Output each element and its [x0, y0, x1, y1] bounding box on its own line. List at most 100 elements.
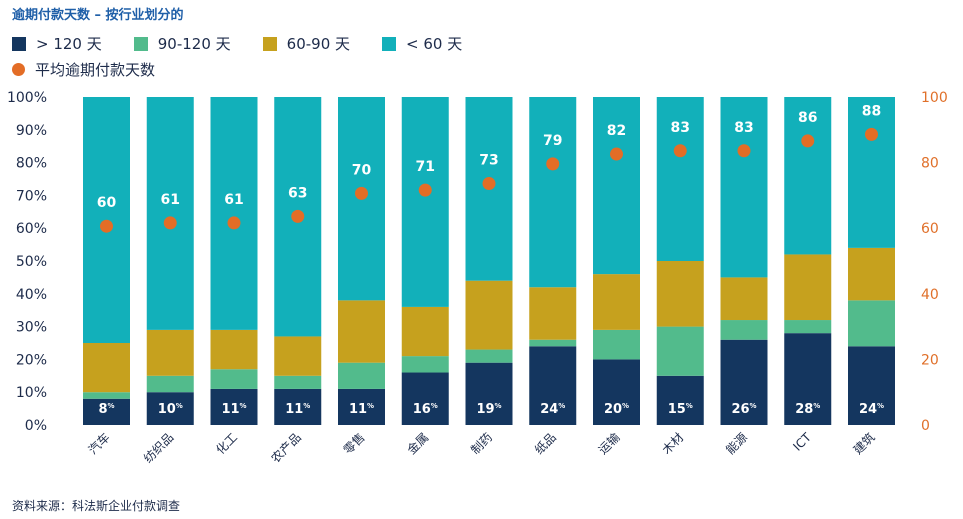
bar-segment-90-120 [593, 329, 640, 360]
bar-segment-60-90 [848, 247, 895, 301]
legend-label-avg: 平均逾期付款天数 [35, 61, 156, 79]
bar-segment-gt120 [848, 346, 895, 425]
legend-label-lt60: < 60 天 [406, 35, 463, 53]
y-right-tick-label: 0 [921, 418, 930, 434]
category-label: 化工 [213, 430, 240, 457]
category-label: ICT [790, 430, 814, 454]
avg-days-label: 63 [288, 185, 307, 201]
category-label: 汽车 [85, 430, 113, 458]
legend-label-90-120: 90-120 天 [157, 35, 231, 53]
avg-days-label: 71 [416, 159, 435, 175]
bar-value-label: 19% [476, 402, 501, 417]
bar-segment-60-90 [593, 274, 640, 330]
bar-segment-lt60 [210, 97, 258, 330]
category-label: 制药 [468, 430, 495, 457]
bar-segment-lt60 [720, 97, 768, 278]
legend-swatch-60-90 [262, 36, 277, 51]
bar-segment-lt60 [593, 97, 640, 275]
bar-segment-60-90 [401, 306, 449, 357]
bar-value-label: 24% [540, 402, 565, 417]
avg-days-label: 83 [671, 120, 690, 136]
y-left-tick-label: 60% [16, 221, 47, 237]
bar-segment-90-120 [720, 320, 768, 340]
bar-value-label: 11% [349, 402, 374, 417]
bar-segment-gt120 [656, 375, 704, 425]
category-label: 农产品 [269, 430, 304, 465]
avg-days-dot [673, 144, 687, 158]
y-left-tick-label: 40% [16, 287, 47, 303]
bar-segment-gt120 [529, 346, 577, 425]
bar-segment-gt120 [465, 362, 513, 425]
bar-value-label: 20% [604, 402, 629, 417]
legend-dot-avg [12, 63, 25, 76]
category-label: 能源 [723, 430, 750, 457]
bar-value-label: 15% [668, 402, 693, 417]
bar-segment-90-120 [529, 339, 577, 347]
avg-days-dot [163, 216, 177, 230]
bar-segment-60-90 [146, 329, 194, 376]
y-left-tick-label: 90% [16, 123, 47, 139]
bar-segment-gt120 [401, 372, 449, 425]
avg-days-dot [291, 209, 305, 223]
bar-value-label: 26% [731, 402, 756, 417]
bar-segment-90-120 [274, 375, 322, 389]
bar-segment-60-90 [210, 329, 258, 370]
legend-item-gt120: > 120 天 [12, 33, 102, 54]
bar-segment-60-90 [720, 277, 768, 321]
bar-segment-60-90 [274, 336, 322, 376]
bar-segment-90-120 [465, 349, 513, 363]
avg-days-dot [801, 134, 815, 148]
y-right-tick-label: 100 [921, 90, 948, 106]
y-right-tick-label: 20 [921, 352, 939, 368]
category-label: 木材 [659, 430, 686, 457]
bar-value-label: 28% [795, 402, 820, 417]
bar-segment-gt120 [146, 392, 194, 425]
legend-swatch-gt120 [12, 36, 26, 51]
bar-segment-60-90 [338, 300, 385, 363]
legend-item-60-90: 60-90 天 [262, 33, 350, 54]
avg-days-label: 70 [352, 162, 372, 178]
legend-label-gt120: > 120 天 [36, 35, 102, 53]
avg-days-dot [482, 177, 496, 191]
bar-segment-lt60 [656, 97, 704, 261]
avg-days-label: 83 [734, 120, 753, 136]
bar-segment-lt60 [529, 97, 577, 288]
bar-segment-90-120 [848, 300, 895, 347]
bar-segment-lt60 [146, 97, 194, 330]
avg-days-label: 79 [543, 133, 562, 149]
bar-value-label: 10% [158, 402, 183, 417]
bar-value-label: 16% [413, 402, 438, 417]
y-right-tick-label: 40 [921, 287, 939, 303]
bar-segment-lt60 [401, 97, 449, 307]
avg-days-label: 88 [862, 103, 881, 119]
y-right-tick-label: 80 [921, 156, 939, 172]
y-left-tick-label: 70% [16, 188, 47, 204]
avg-days-label: 60 [97, 195, 117, 211]
avg-days-dot [227, 216, 241, 230]
avg-days-dot [610, 147, 623, 161]
avg-days-dot [737, 144, 751, 158]
category-label: 纺织品 [141, 430, 176, 465]
avg-days-label: 86 [798, 110, 817, 126]
chart-title: 逾期付款天数 – 按行业划分的 [12, 8, 184, 23]
bar-segment-gt120 [784, 333, 832, 425]
avg-days-dot [546, 157, 560, 171]
bar-segment-90-120 [784, 320, 832, 334]
legend-avg: 平均逾期付款天数 [12, 59, 187, 80]
y-left-tick-label: 100% [7, 90, 47, 106]
bar-segment-lt60 [848, 97, 895, 248]
bar-segment-lt60 [784, 97, 832, 255]
bar-segment-90-120 [338, 362, 385, 389]
bar-segment-90-120 [210, 369, 258, 389]
source-note: 资料来源：科法斯企业付款调查 [12, 499, 181, 513]
y-left-tick-label: 80% [16, 156, 47, 172]
bar-segment-60-90 [465, 280, 513, 350]
bar-segment-gt120 [593, 359, 640, 425]
y-left-tick-label: 0% [25, 418, 47, 434]
y-left-tick-label: 50% [16, 254, 47, 270]
bar-value-label: 11% [285, 402, 310, 417]
bar-value-label: 8% [98, 402, 114, 417]
bar-value-label: 24% [859, 402, 884, 417]
bar-segment-60-90 [656, 261, 704, 327]
